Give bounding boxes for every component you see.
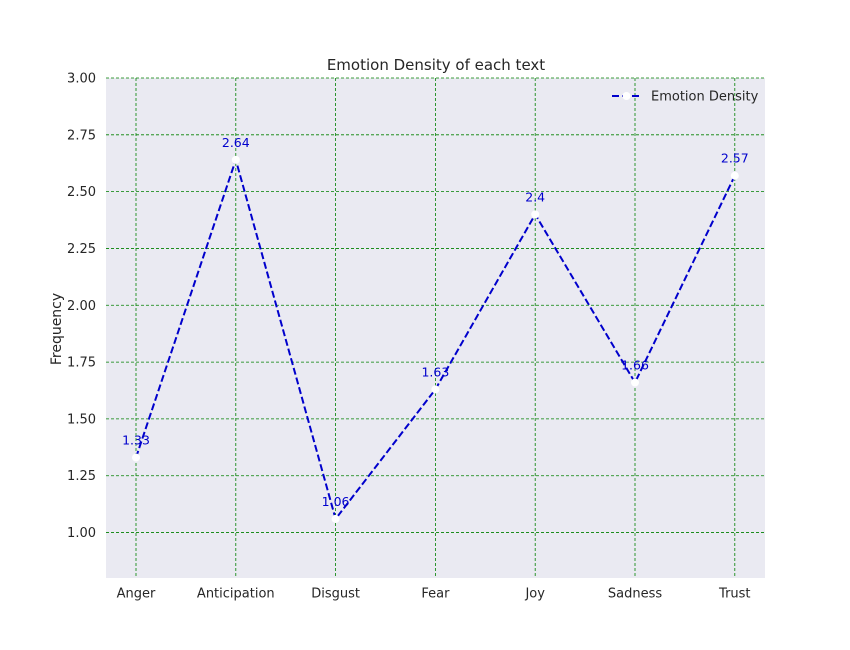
y-tick-label: 1.25 xyxy=(67,469,96,484)
y-tick-labels: 1.00 1.25 1.50 1.75 2.00 2.25 2.50 2.75 3.00 xyxy=(67,72,96,542)
x-tick-label: Anger xyxy=(117,587,156,602)
x-tick-label: Trust xyxy=(718,587,750,602)
y-axis-title: Frequency xyxy=(49,293,65,365)
x-tick-label: Anticipation xyxy=(197,587,275,602)
x-tick-label: Fear xyxy=(421,587,450,602)
y-tick-label: 2.50 xyxy=(67,185,96,200)
legend-label: Emotion Density xyxy=(651,90,759,105)
data-labels: 1.33 2.64 1.06 1.63 2.4 1.66 2.57 xyxy=(122,135,749,509)
y-tick-label: 2.00 xyxy=(67,299,96,314)
data-label: 2.4 xyxy=(525,189,545,204)
x-tick-labels: Anger Anticipation Disgust Fear Joy Sadness Tr… xyxy=(117,587,751,602)
grid-lines xyxy=(106,77,765,578)
x-tick-label: Sadness xyxy=(608,587,662,602)
data-point xyxy=(730,171,739,180)
y-tick-label: 2.75 xyxy=(67,128,96,143)
y-tick-label: 2.25 xyxy=(67,242,96,257)
data-label: 2.64 xyxy=(222,135,250,150)
data-label: 1.63 xyxy=(421,364,449,379)
y-tick-label: 1.75 xyxy=(67,356,96,371)
chart-title: Emotion Density of each text xyxy=(327,56,545,74)
data-point xyxy=(231,155,240,164)
x-tick-label: Disgust xyxy=(311,587,360,602)
legend-marker-sample xyxy=(622,92,631,100)
legend: Emotion Density xyxy=(612,90,759,105)
x-tick-label: Joy xyxy=(524,587,545,602)
data-label: 1.06 xyxy=(322,494,350,509)
data-point xyxy=(531,210,540,219)
data-point xyxy=(132,453,140,462)
data-point xyxy=(431,385,440,394)
data-label: 1.33 xyxy=(122,433,150,448)
data-label: 1.66 xyxy=(621,358,649,373)
y-tick-label: 1.00 xyxy=(67,526,96,541)
y-tick-label: 3.00 xyxy=(67,72,96,87)
series-emotion-density xyxy=(132,155,739,523)
data-point xyxy=(631,378,639,387)
data-point xyxy=(331,514,340,523)
data-label: 2.57 xyxy=(721,151,749,166)
y-tick-label: 1.50 xyxy=(67,412,96,427)
